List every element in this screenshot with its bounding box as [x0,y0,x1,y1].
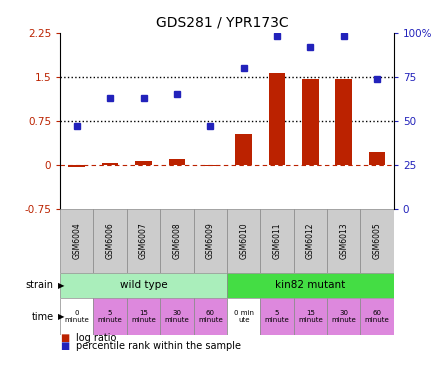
Bar [227,209,260,273]
Text: GSM6004: GSM6004 [72,222,81,259]
Bar [327,209,360,273]
Bar [369,152,385,165]
Bar [235,134,252,165]
Text: ■: ■ [60,341,69,351]
Text: GDS281 / YPR173C: GDS281 / YPR173C [156,15,289,29]
Text: GSM6012: GSM6012 [306,223,315,259]
Bar [194,298,227,335]
Text: wild type: wild type [120,280,167,291]
Bar [227,273,394,298]
Text: GSM6006: GSM6006 [105,222,115,259]
Bar [202,165,218,166]
Bar [135,161,152,165]
Bar [336,79,352,165]
Text: 15
minute: 15 minute [298,310,323,323]
Bar [269,73,285,165]
Bar [127,298,160,335]
Text: 5
minute: 5 minute [265,310,289,323]
Text: GSM6013: GSM6013 [339,222,348,259]
Bar [93,298,127,335]
Bar [169,160,185,165]
Bar [160,209,194,273]
Text: GSM6010: GSM6010 [239,222,248,259]
Text: strain: strain [25,280,53,291]
Bar [127,209,160,273]
Bar [260,209,294,273]
Bar [69,165,85,167]
Bar [294,298,327,335]
Text: 0 min
ute: 0 min ute [234,310,254,323]
Text: percentile rank within the sample: percentile rank within the sample [76,341,241,351]
Text: 60
minute: 60 minute [365,310,389,323]
Bar [60,298,93,335]
Bar [60,209,93,273]
Text: ▶: ▶ [58,281,65,290]
Text: GSM6005: GSM6005 [372,222,382,259]
Bar [327,298,360,335]
Text: GSM6007: GSM6007 [139,222,148,259]
Text: GSM6011: GSM6011 [272,223,282,259]
Bar [93,209,127,273]
Text: log ratio: log ratio [76,333,116,343]
Bar [294,209,327,273]
Bar [60,273,227,298]
Text: 5
minute: 5 minute [98,310,122,323]
Text: ■: ■ [60,333,69,343]
Bar [160,298,194,335]
Text: GSM6009: GSM6009 [206,222,215,259]
Bar [302,79,319,165]
Text: 30
minute: 30 minute [332,310,356,323]
Bar [102,163,118,165]
Bar [360,209,394,273]
Text: GSM6008: GSM6008 [172,222,182,259]
Text: ▶: ▶ [58,312,65,321]
Text: time: time [31,311,53,322]
Text: 15
minute: 15 minute [131,310,156,323]
Bar [360,298,394,335]
Bar [227,298,260,335]
Text: 0
minute: 0 minute [65,310,89,323]
Bar [194,209,227,273]
Text: 60
minute: 60 minute [198,310,222,323]
Text: 30
minute: 30 minute [165,310,189,323]
Bar [260,298,294,335]
Text: kin82 mutant: kin82 mutant [275,280,345,291]
